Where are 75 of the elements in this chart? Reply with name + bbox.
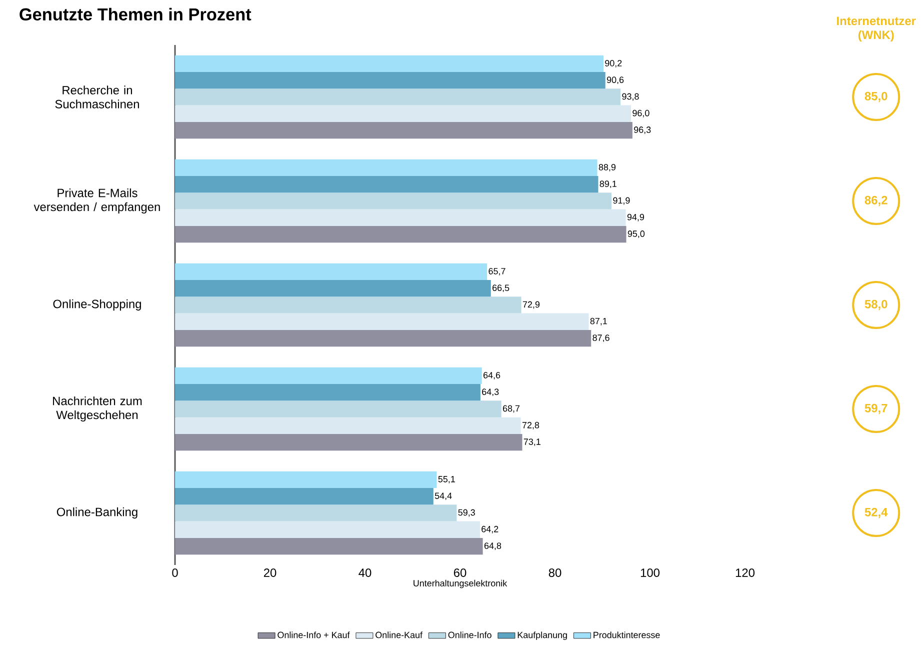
y-tick-label: Online-Banking (56, 507, 138, 519)
bar (175, 313, 589, 330)
bar (175, 521, 480, 538)
bar (175, 192, 612, 210)
data-label: 64,8 (484, 542, 502, 550)
data-label: 66,5 (492, 284, 510, 292)
text: 86,2 (864, 196, 888, 206)
data-label: 68,7 (502, 405, 520, 413)
data-label: 54,4 (434, 492, 452, 500)
bar (175, 504, 457, 522)
data-label: 90,2 (605, 60, 622, 68)
bar (175, 105, 632, 122)
bar (175, 72, 606, 89)
bar (175, 367, 482, 384)
y-tick-label: Private E-Mails versenden / empfangen (34, 188, 160, 214)
x-tick-label: 0 (172, 568, 178, 577)
bar (175, 263, 488, 280)
data-label: 64,3 (482, 388, 499, 396)
data-label: 73,1 (524, 438, 540, 446)
x-tick-label: 100 (640, 568, 660, 577)
bar (175, 488, 434, 505)
bar (175, 296, 522, 314)
bar (175, 88, 621, 106)
data-label: 55,1 (438, 476, 455, 484)
text: 85,0 (864, 92, 888, 102)
bar (175, 471, 437, 488)
x-tick-label: 40 (358, 568, 372, 577)
bar (175, 330, 592, 347)
bar (175, 538, 483, 555)
bar (175, 226, 626, 243)
x-axis-title: Unterhaltungselektronik (414, 580, 508, 588)
bar (175, 55, 604, 72)
bar (175, 159, 598, 176)
x-tick-label: 80 (548, 568, 562, 577)
data-label: 59,3 (458, 509, 475, 517)
data-label: 93,8 (622, 93, 639, 101)
text: 59,7 (864, 404, 888, 414)
bar (175, 400, 502, 418)
x-tick-label: 60 (454, 568, 466, 577)
text: 52,4 (864, 508, 888, 518)
data-label: 95,0 (628, 230, 645, 238)
bar (175, 280, 491, 297)
x-tick-label: 20 (264, 568, 276, 577)
data-label: 72,9 (522, 301, 540, 309)
data-label: 91,9 (613, 197, 630, 205)
legend-label: Produktinteresse (594, 632, 660, 638)
data-label: 96,0 (632, 110, 650, 118)
data-label: 88,9 (598, 164, 616, 172)
data-label: 89,1 (600, 180, 616, 188)
bar (175, 434, 522, 451)
legend-label: Online-Info (448, 632, 492, 638)
y-tick-label: Recherche in Suchmaschinen (55, 86, 139, 108)
chart-title: Genutzte Themen in Prozent (20, 8, 252, 20)
y-tick-label: Nachrichten zum Weltgeschehen (53, 396, 142, 422)
legend-label: Kaufplanung (518, 632, 567, 640)
data-label: 64,2 (482, 526, 498, 534)
text: 58,0 (864, 300, 888, 310)
bar (175, 122, 632, 139)
data-label: 72,8 (522, 422, 540, 430)
bar (175, 209, 626, 226)
data-label: 94,9 (627, 214, 644, 222)
data-label: 96,3 (634, 126, 651, 134)
legend-label: Online-Info + Kauf (278, 632, 350, 638)
legend-label: Online-Kauf (376, 632, 423, 638)
text: Internetnutzer (WNK) (837, 16, 916, 42)
data-label: 90,6 (606, 76, 624, 84)
bar (175, 417, 521, 434)
y-tick-label: Online-Shopping (53, 299, 141, 311)
data-label: 87,6 (592, 334, 610, 342)
data-label: 65,7 (488, 268, 506, 276)
x-tick-label: 120 (736, 568, 755, 577)
bar (175, 176, 598, 193)
data-label: 64,6 (484, 372, 500, 380)
bar (175, 384, 480, 401)
data-label: 87,1 (590, 318, 607, 326)
